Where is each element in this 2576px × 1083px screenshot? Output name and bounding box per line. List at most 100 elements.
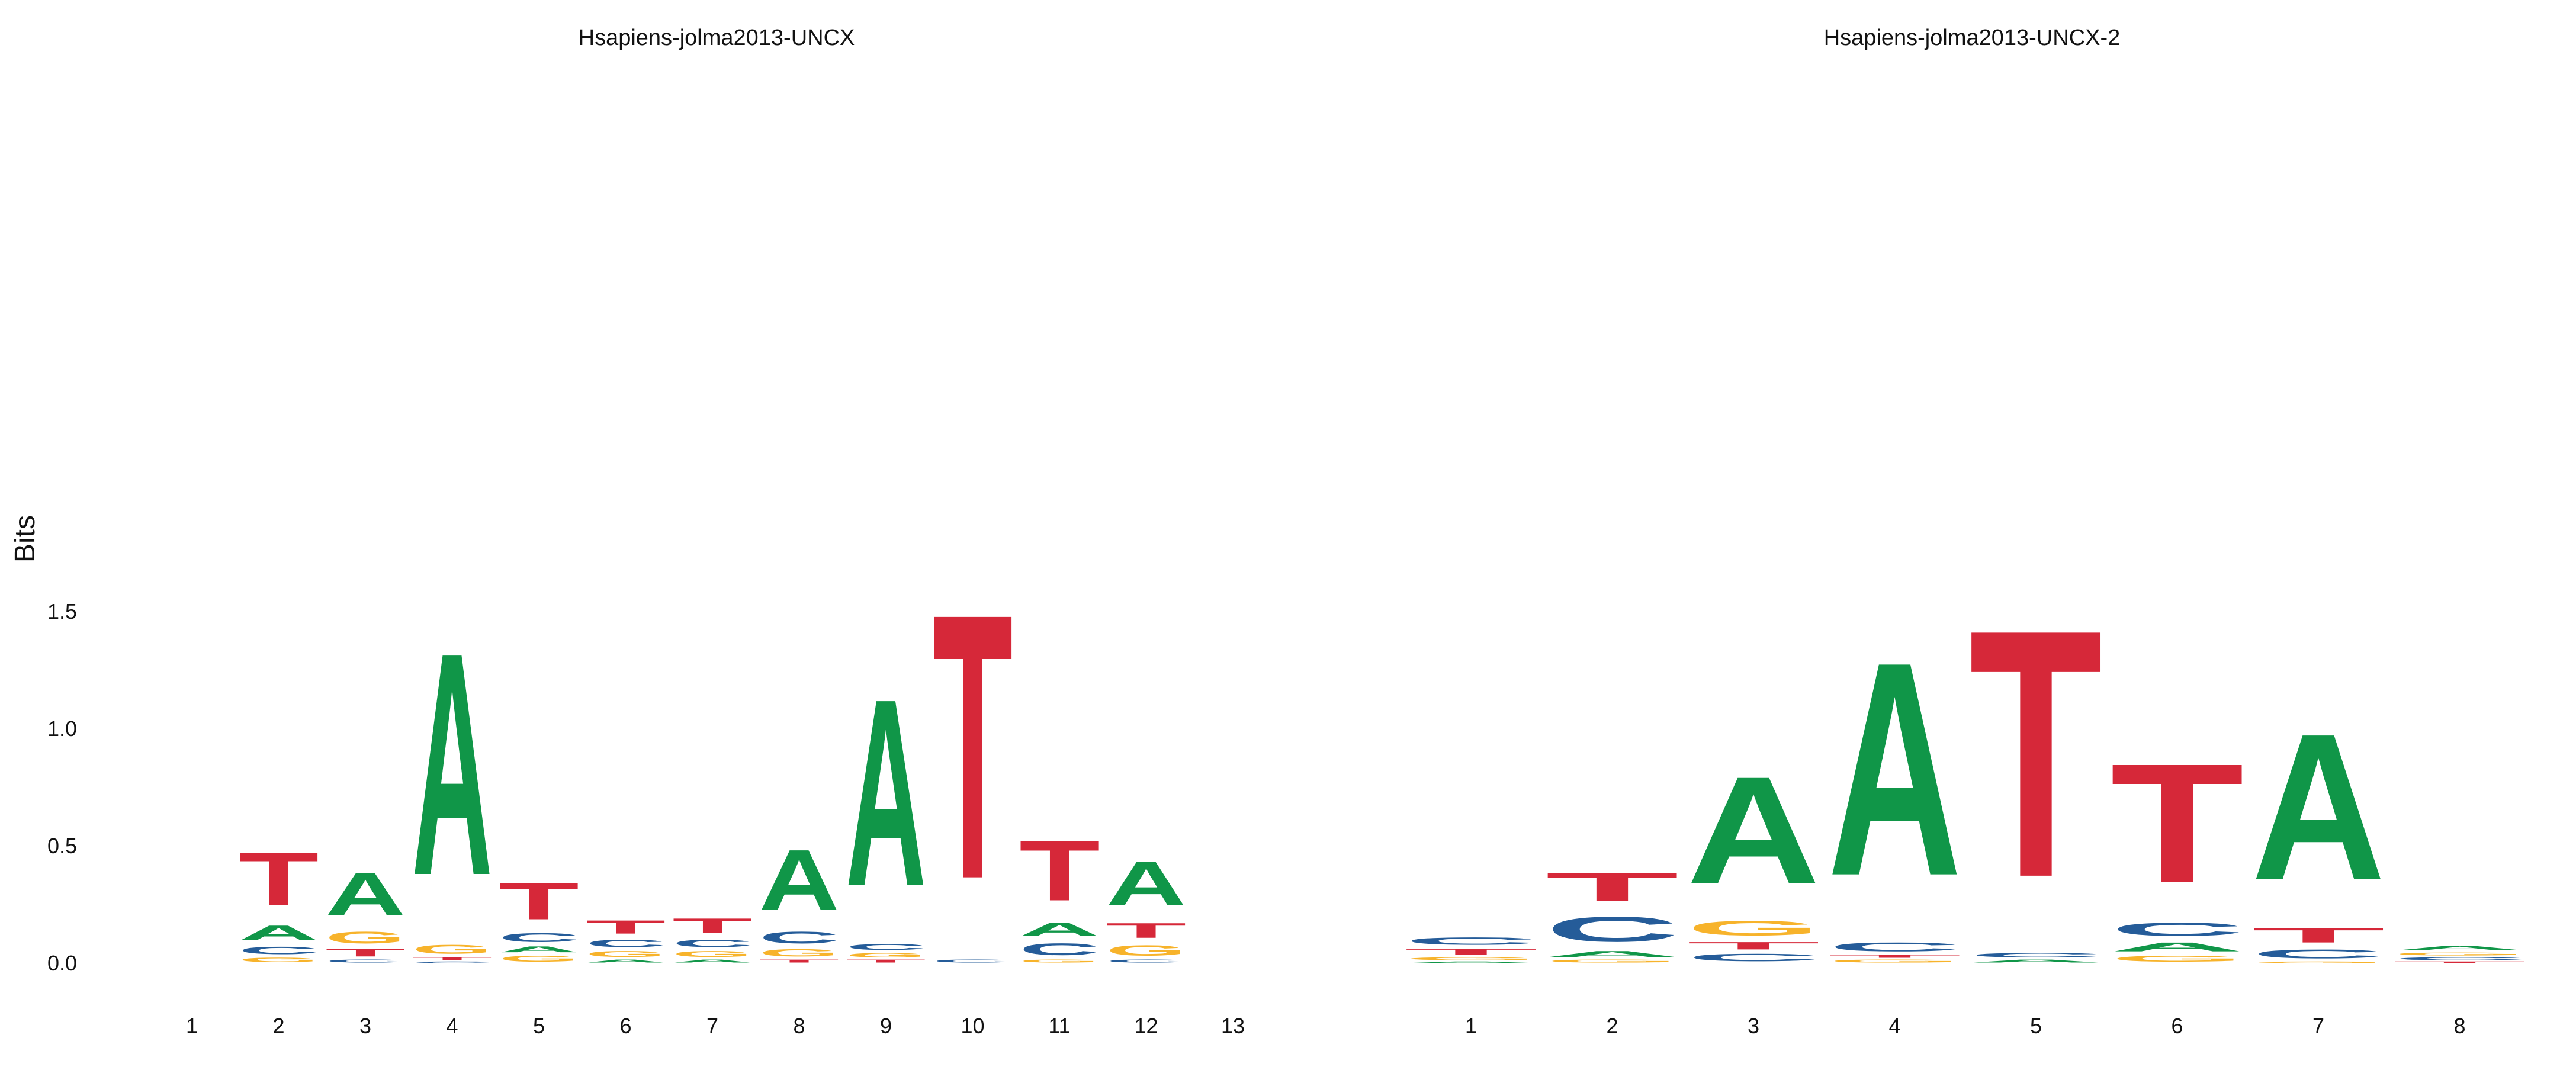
y-tick-label: 1.0 — [47, 716, 77, 741]
logo-glyph-A: A — [2251, 690, 2385, 923]
x-tick-label: 2 — [1606, 1014, 1618, 1038]
logo-glyph-T: T — [2111, 728, 2244, 918]
x-tick-label: 6 — [619, 1014, 631, 1038]
logo-glyph-T: T — [1828, 954, 1962, 959]
logo-glyph-A: A — [759, 832, 840, 928]
logo-glyph-A: A — [239, 921, 319, 944]
logo-glyph-G: G — [412, 942, 493, 956]
logo-glyph-A: A — [2393, 944, 2527, 952]
logo-glyph-A: A — [1546, 949, 1679, 959]
logo-glyph-T: T — [672, 914, 753, 938]
logo-glyph-G: G — [759, 947, 840, 959]
logo-glyph-T: T — [933, 536, 1013, 958]
y-tick-label: 0.0 — [47, 951, 77, 975]
logo-glyph-C: C — [325, 959, 406, 963]
logo-glyph-G: G — [672, 949, 753, 959]
logo-glyph-T: T — [1019, 822, 1100, 919]
logo-glyph-T: T — [1687, 940, 1820, 952]
x-tick-label: 8 — [793, 1014, 805, 1038]
logo-glyph-C: C — [1687, 952, 1820, 963]
logo-glyph-A: A — [325, 860, 406, 928]
logo-glyph-C: C — [1546, 910, 1679, 950]
logo-glyph-A: A — [1687, 744, 1820, 916]
logo-glyph-A: A — [412, 587, 493, 942]
logo-glyph-G: G — [1546, 959, 1679, 963]
logo-glyph-C: C — [759, 928, 840, 947]
logo-glyph-C: C — [239, 944, 319, 956]
x-tick-label: 1 — [186, 1014, 198, 1038]
logo-glyph-A: A — [1969, 959, 2103, 963]
logo-glyph-T: T — [325, 947, 406, 959]
y-tick-label: 0.5 — [47, 834, 77, 858]
logo-glyph-G: G — [499, 954, 579, 963]
logo-glyph-C: C — [2251, 947, 2385, 961]
logo-glyph-T: T — [2393, 961, 2527, 963]
logo-glyph-T: T — [499, 872, 579, 930]
x-tick-label: 2 — [272, 1014, 284, 1038]
logo-glyph-T: T — [2251, 923, 2385, 947]
logo-glyph-T: T — [412, 956, 493, 961]
logo-glyph-C: C — [1969, 952, 2103, 959]
x-tick-label: 1 — [1465, 1014, 1477, 1038]
logo-glyph-T: T — [586, 917, 666, 938]
x-tick-label: 13 — [1221, 1014, 1245, 1038]
logo-glyph-T: T — [759, 959, 840, 963]
logo-glyph-A: A — [846, 644, 926, 942]
logo-glyph-G: G — [846, 952, 926, 959]
logo-glyph-C: C — [412, 961, 493, 963]
x-tick-label: 3 — [359, 1014, 371, 1038]
logo-glyph-A: A — [1106, 849, 1187, 918]
logo-glyph-T: T — [1106, 919, 1187, 943]
x-tick-label: 12 — [1134, 1014, 1158, 1038]
logo-glyph-T: T — [1546, 865, 1679, 910]
logo-glyph-A: A — [2111, 940, 2244, 954]
logo-1-panel: 1 2 3 4 5 6 7 8 9 10 11 12 13GCATCTGACTGAGACTAGCTAGC… — [186, 536, 1245, 1038]
x-tick-label: 7 — [2312, 1014, 2324, 1038]
logo-glyph-C: C — [1019, 940, 1100, 959]
x-tick-label: 9 — [880, 1014, 892, 1038]
logo-glyph-G: G — [1106, 942, 1187, 959]
y-axis-ticks: 0.0 0.5 1.0 1.5 — [47, 599, 77, 975]
logo-glyph-G: G — [2393, 952, 2527, 956]
x-tick-label: 5 — [533, 1014, 545, 1038]
logo-glyph-C: C — [1404, 935, 1538, 947]
logo-glyph-G: G — [1019, 959, 1100, 963]
logo-glyph-C: C — [1828, 940, 1962, 954]
logo-glyph-G: G — [325, 928, 406, 947]
x-tick-label: 3 — [1748, 1014, 1759, 1038]
y-tick-label: 1.5 — [47, 599, 77, 624]
logo-1-title: Hsapiens-jolma2013-UNCX — [579, 25, 855, 50]
logo-glyph-A: A — [586, 959, 666, 963]
x-tick-label: 7 — [706, 1014, 718, 1038]
logo-glyph-G: G — [239, 956, 319, 963]
logo-glyph-G: G — [1828, 959, 1962, 963]
logo-glyph-G: G — [1687, 917, 1820, 940]
logo-glyph-G: G — [2111, 954, 2244, 963]
logo-glyph-C: C — [1106, 959, 1187, 963]
logo-glyph-G: G — [586, 949, 666, 959]
x-tick-label: 8 — [2453, 1014, 2465, 1038]
y-axis-label: Bits — [9, 515, 41, 563]
logo-glyph-T: T — [846, 959, 926, 963]
x-tick-label: 11 — [1048, 1014, 1070, 1038]
logo-glyph-T: T — [1404, 947, 1538, 956]
logo-glyph-C: C — [846, 942, 926, 952]
logo-glyph-A: A — [499, 944, 579, 954]
logo-glyph-C: C — [672, 937, 753, 949]
logo-glyph-T: T — [1969, 557, 2103, 951]
x-tick-label: 4 — [1888, 1014, 1900, 1038]
logo-glyph-A: A — [1404, 961, 1538, 963]
x-tick-label: 5 — [2030, 1014, 2042, 1038]
logo-glyph-C: C — [2111, 919, 2244, 940]
logo-glyph-C: C — [933, 959, 1013, 963]
logo-glyph-G: G — [1404, 956, 1538, 961]
logo-glyph-C: C — [2393, 956, 2527, 961]
logo-glyph-C: C — [499, 931, 579, 945]
logo-glyph-T: T — [239, 837, 319, 921]
x-tick-label: 10 — [961, 1014, 984, 1038]
logo-glyph-G: G — [2251, 961, 2385, 963]
logo-glyph-A: A — [1828, 599, 1962, 939]
x-tick-label: 6 — [2171, 1014, 2183, 1038]
